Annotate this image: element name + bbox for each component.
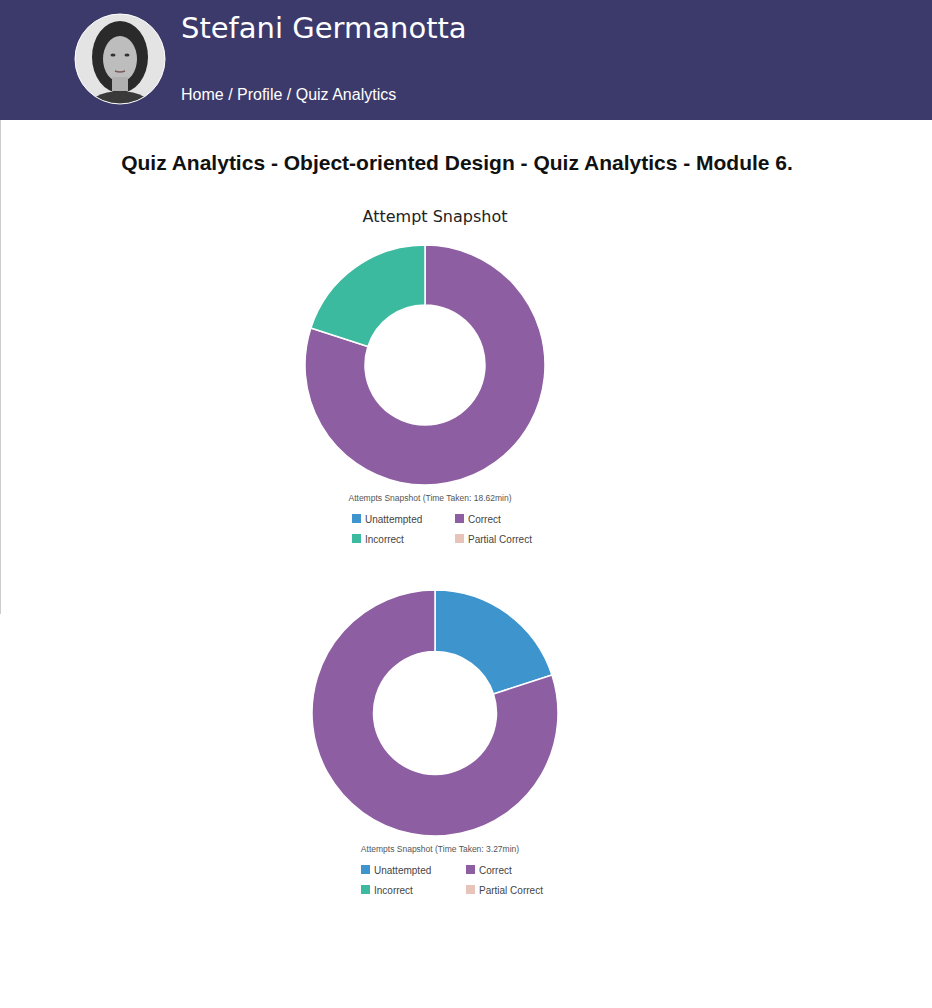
legend-label[interactable]: Incorrect [374, 885, 413, 896]
legend: Unattempted Correct Incorrect Partial Corre… [352, 514, 532, 545]
slice[interactable] [435, 590, 552, 694]
chart-caption: Attempts Snapshot (Time Taken: 18.62min) [349, 493, 512, 503]
charts-area: Attempt Snapshot Attempts Snapshot (Time … [0, 0, 932, 1008]
legend-swatch[interactable] [455, 534, 464, 543]
legend-swatch[interactable] [352, 534, 361, 543]
chart: Attempts Snapshot (Time Taken: 3.27min) U… [312, 590, 558, 896]
legend-label[interactable]: Correct [479, 865, 512, 876]
legend-label[interactable]: Unattempted [365, 514, 422, 525]
left-border [0, 120, 1, 614]
chart: Attempt Snapshot Attempts Snapshot (Time … [305, 207, 545, 545]
legend-label[interactable]: Partial Correct [468, 534, 532, 545]
slice[interactable] [311, 245, 425, 346]
chart-title: Attempt Snapshot [363, 207, 508, 226]
legend-label[interactable]: Incorrect [365, 534, 404, 545]
legend-swatch[interactable] [455, 514, 464, 523]
legend: Unattempted Correct Incorrect Partial Corre… [361, 865, 543, 896]
user-name: Stefani Germanotta [181, 11, 467, 45]
chart-caption: Attempts Snapshot (Time Taken: 3.27min) [361, 844, 519, 854]
legend-swatch[interactable] [361, 885, 370, 894]
legend-swatch[interactable] [361, 865, 370, 874]
breadcrumb[interactable]: Home / Profile / Quiz Analytics [181, 86, 396, 104]
legend-swatch[interactable] [466, 865, 475, 874]
legend-label[interactable]: Partial Correct [479, 885, 543, 896]
header-bar: Stefani Germanotta Home / Profile / Quiz… [0, 0, 932, 120]
legend-swatch[interactable] [466, 885, 475, 894]
avatar[interactable] [74, 13, 166, 105]
slice[interactable] [312, 590, 558, 836]
legend-label[interactable]: Unattempted [374, 865, 431, 876]
legend-label[interactable]: Correct [468, 514, 501, 525]
slice[interactable] [305, 245, 545, 485]
legend-swatch[interactable] [352, 514, 361, 523]
page-title: Quiz Analytics - Object-oriented Design … [0, 151, 914, 175]
